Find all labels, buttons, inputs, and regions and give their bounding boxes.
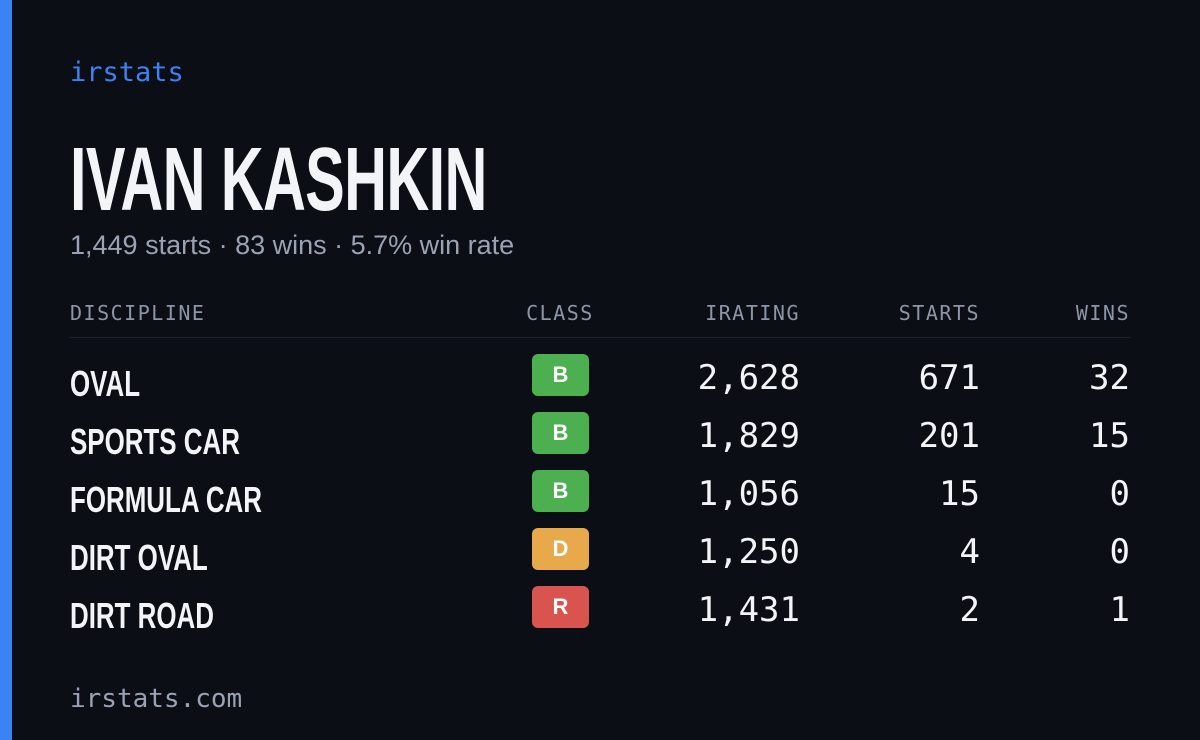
class-badge: R: [532, 586, 589, 628]
wins-cell: 0: [1109, 532, 1130, 572]
starts-cell: 15: [939, 474, 980, 514]
wins-cell: 32: [1089, 358, 1130, 398]
footer: irstats.com: [70, 684, 243, 714]
discipline-cell: FORMULA CAR: [70, 479, 262, 520]
irating-cell: 1,250: [697, 532, 800, 572]
driver-summary: 1,449 starts · 83 wins · 5.7% win rate: [70, 230, 515, 260]
header-discipline: DISCIPLINE: [70, 301, 206, 325]
discipline-cell: DIRT ROAD: [70, 595, 214, 636]
irating-cell: 1,431: [697, 590, 800, 630]
driver-name: IVAN KASHKIN: [70, 130, 487, 230]
class-badge: D: [532, 528, 589, 570]
discipline-cell: OVAL: [70, 363, 141, 404]
irating-cell: 2,628: [697, 358, 800, 398]
brand: irstats: [70, 57, 184, 88]
header-class: CLASS: [526, 301, 594, 325]
discipline-cell: SPORTS CAR: [70, 421, 240, 462]
divider: [70, 337, 1130, 338]
header-irating: IRATING: [705, 301, 800, 325]
starts-cell: 201: [918, 416, 980, 456]
starts-cell: 4: [959, 532, 980, 572]
discipline-cell: DIRT OVAL: [70, 537, 208, 578]
class-badge: B: [532, 354, 589, 396]
class-badge: B: [532, 412, 589, 454]
header-wins: WINS: [1075, 301, 1130, 325]
wins-cell: 0: [1109, 474, 1130, 514]
irating-cell: 1,829: [697, 416, 800, 456]
starts-cell: 671: [918, 358, 980, 398]
accent-stripe: [0, 0, 12, 740]
wins-cell: 15: [1089, 416, 1130, 456]
header-starts: STARTS: [898, 301, 980, 325]
wins-cell: 1: [1109, 590, 1130, 630]
irating-cell: 1,056: [697, 474, 800, 514]
class-badge: B: [532, 470, 589, 512]
starts-cell: 2: [959, 590, 980, 630]
